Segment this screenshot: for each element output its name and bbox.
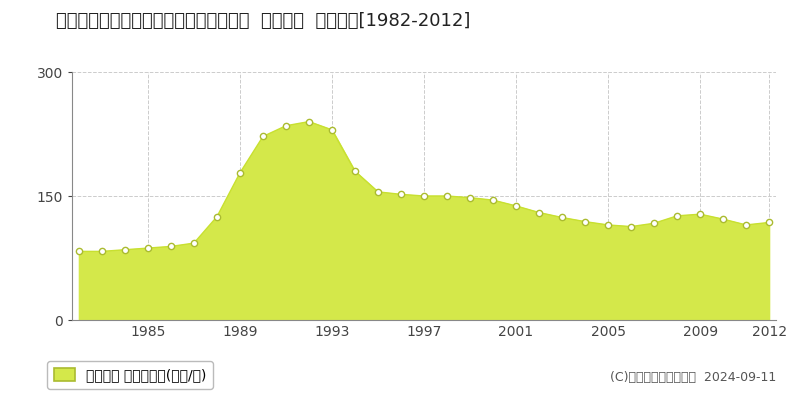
Text: (C)土地価格ドットコム  2024-09-11: (C)土地価格ドットコム 2024-09-11 — [610, 371, 776, 384]
Text: 東京都江戸川区平井４丁目８５６番３外  地価公示  地価推移[1982-2012]: 東京都江戸川区平井４丁目８５６番３外 地価公示 地価推移[1982-2012] — [56, 12, 470, 30]
Legend: 地価公示 平均嵪単価(万円/嵪): 地価公示 平均嵪単価(万円/嵪) — [47, 361, 213, 389]
